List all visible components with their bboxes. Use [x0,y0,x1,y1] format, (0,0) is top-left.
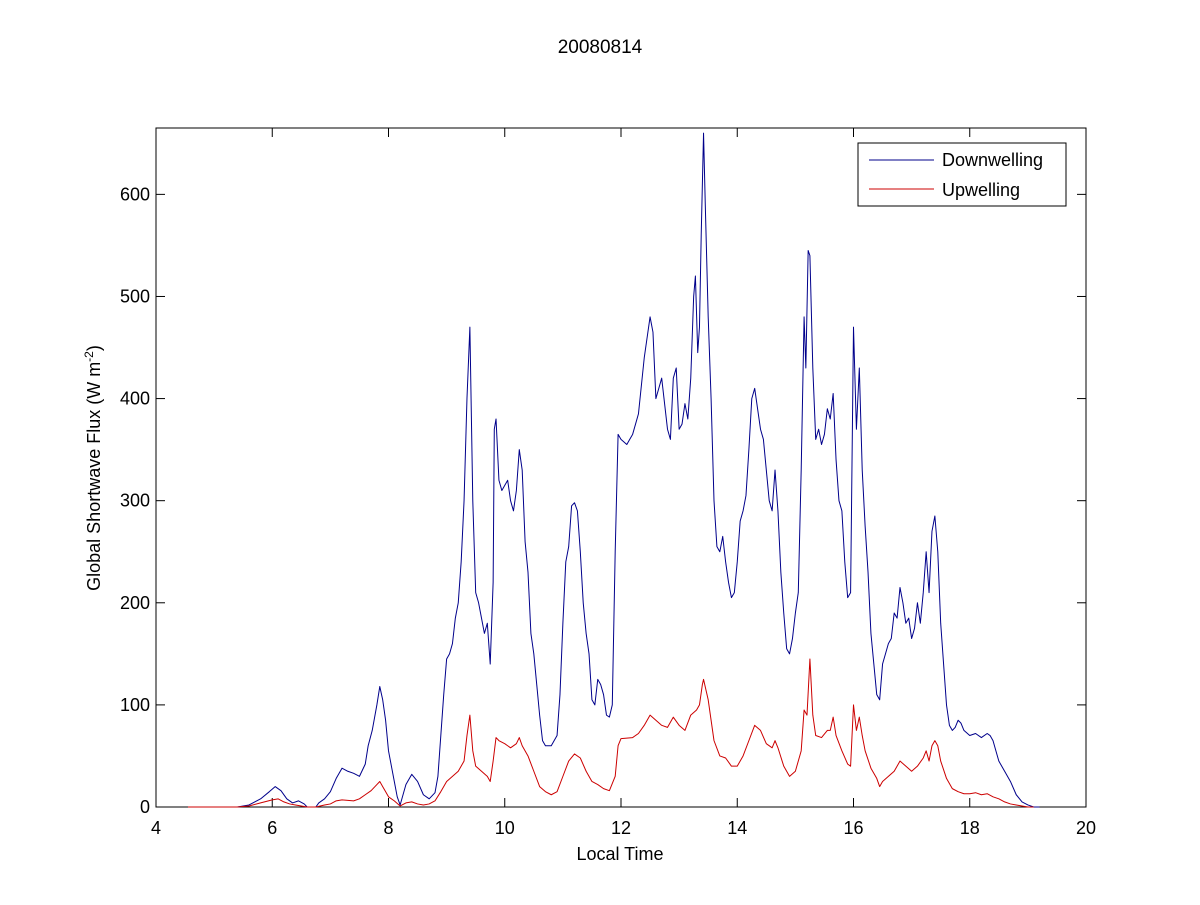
legend: Downwelling Upwelling [857,142,1067,207]
legend-box [857,142,1067,207]
legend-label-downwelling: Downwelling [942,150,1043,170]
legend-label-upwelling: Upwelling [942,180,1020,200]
x-tick-label: 6 [267,818,277,838]
series-layer [187,132,1040,808]
x-tick-label: 20 [1076,818,1096,838]
x-tick-label: 16 [843,818,863,838]
y-tick-label: 500 [120,286,150,306]
y-tick-label: 0 [140,797,150,817]
y-tick-label: 100 [120,695,150,715]
x-tick-label: 10 [495,818,515,838]
y-axis-label-superscript: -2 [82,351,96,362]
x-tick-label: 12 [611,818,631,838]
x-tick-label: 18 [960,818,980,838]
series-line-upwelling [187,658,1034,808]
y-tick-label: 400 [120,389,150,409]
y-tick-label: 300 [120,491,150,511]
y-axis-label-close: ) [84,345,104,351]
y-tick-label: 200 [120,593,150,613]
series-line-downwelling [187,132,1040,808]
x-tick-label: 8 [383,818,393,838]
y-axis-label-main: Global Shortwave Flux (W m [84,362,104,591]
y-axis-label: Global Shortwave Flux (W m-2) [82,345,104,591]
x-axis-ticks: 4 6 8 10 12 14 16 18 20 [151,128,1096,838]
plot-area [155,127,1087,808]
y-tick-label: 600 [120,184,150,204]
x-tick-label: 14 [727,818,747,838]
x-axis-label: Local Time [576,844,663,864]
x-tick-label: 4 [151,818,161,838]
y-axis-ticks: 0 100 200 300 400 500 600 [120,184,1086,817]
chart-title: 20080814 [558,37,643,58]
